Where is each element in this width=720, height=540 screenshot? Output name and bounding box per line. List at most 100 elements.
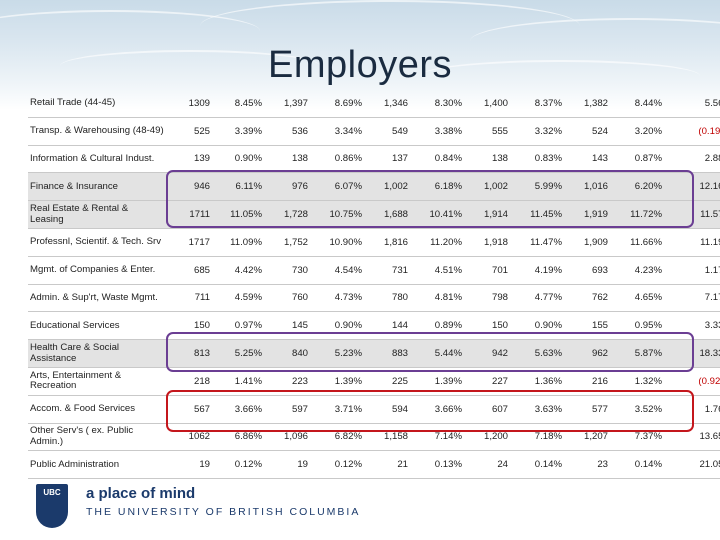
footer: UBC a place of mind THE UNIVERSITY OF BR… <box>28 482 690 540</box>
table-cell: 10.41% <box>412 200 466 229</box>
table-cell: 1,207 <box>566 423 612 452</box>
table-cell: 1.39% <box>412 367 466 396</box>
table-cell: 5.99% <box>512 172 566 202</box>
table-cell: 3.66% <box>214 395 266 424</box>
table-cell: 6.18% <box>412 172 466 202</box>
table-cell: 6.20% <box>612 172 666 202</box>
water-ripple <box>470 18 720 64</box>
table-cell: 976 <box>266 172 312 202</box>
row-label: Accom. & Food Services <box>28 395 168 424</box>
table-cell: 3.71% <box>312 395 366 424</box>
table-cell: 7.17% <box>666 284 720 313</box>
table-cell: 946 <box>168 172 214 202</box>
table-cell: 1711 <box>168 200 214 229</box>
table-cell: 813 <box>168 339 214 368</box>
table-cell: 1,816 <box>366 228 412 257</box>
tagline: a place of mind <box>86 485 196 502</box>
water-ripple <box>60 50 320 82</box>
table-cell: 4.42% <box>214 256 266 285</box>
table-row: Retail Trade (44-45) 1309 8.45% 1,397 8.69% 1… <box>28 90 720 118</box>
table-cell: 567 <box>168 395 214 424</box>
table-cell: 685 <box>168 256 214 285</box>
ubc-crest-logo: UBC <box>36 484 68 528</box>
table-cell: 1.41% <box>214 367 266 396</box>
table-cell: 730 <box>266 256 312 285</box>
table-cell: 549 <box>366 117 412 146</box>
table-row: Mgmt. of Companies & Enter. 685 4.42% 730 4.… <box>28 256 720 285</box>
table-cell: 1,688 <box>366 200 412 229</box>
table-cell: 8.44% <box>612 90 666 118</box>
table-cell: 1.39% <box>312 367 366 396</box>
table-cell: 555 <box>466 117 512 146</box>
table-cell: 1,914 <box>466 200 512 229</box>
table-row: Admin. & Sup'rt, Waste Mgmt. 711 4.59% 760 4… <box>28 284 720 313</box>
table-cell: 1,397 <box>266 90 312 118</box>
table-cell: 1,382 <box>566 90 612 118</box>
table-cell: 155 <box>566 311 612 341</box>
table-cell: 3.52% <box>612 395 666 424</box>
table-cell: 0.97% <box>214 311 266 341</box>
table-cell: 11.72% <box>612 200 666 229</box>
table-cell: 1,002 <box>366 172 412 202</box>
table-cell: 4.73% <box>312 284 366 313</box>
row-label: Finance & Insurance <box>28 172 168 202</box>
table-cell: 8.69% <box>312 90 366 118</box>
table-row: Health Care & Social Assistance 813 5.25% 8… <box>28 339 720 368</box>
table-cell: 12.16% <box>666 172 720 202</box>
table-cell: 5.87% <box>612 339 666 368</box>
slide-title: Employers <box>268 44 452 86</box>
employers-table: Retail Trade (44-45) 1309 8.45% 1,397 8.69% 1… <box>28 90 720 480</box>
row-label: Real Estate & Rental & Leasing <box>28 200 168 229</box>
table-cell: 693 <box>566 256 612 285</box>
table-cell: 1309 <box>168 90 214 118</box>
table-cell: 4.54% <box>312 256 366 285</box>
table-cell: 145 <box>266 311 312 341</box>
table-cell: 150 <box>466 311 512 341</box>
table-cell: 19 <box>168 450 214 480</box>
table-cell: 762 <box>566 284 612 313</box>
row-label: Mgmt. of Companies & Enter. <box>28 256 168 285</box>
table-cell: 3.38% <box>412 117 466 146</box>
table-cell: 6.11% <box>214 172 266 202</box>
table-cell: 0.89% <box>412 311 466 341</box>
row-label: Admin. & Sup'rt, Waste Mgmt. <box>28 284 168 313</box>
table-cell: 536 <box>266 117 312 146</box>
table-cell: 1,016 <box>566 172 612 202</box>
row-label: Retail Trade (44-45) <box>28 90 168 118</box>
table-row: Transp. & Warehousing (48-49) 525 3.39% 536… <box>28 117 720 146</box>
table-cell: 223 <box>266 367 312 396</box>
table-cell: 5.44% <box>412 339 466 368</box>
table-row: Real Estate & Rental & Leasing 1711 11.05%… <box>28 200 720 229</box>
row-label: Transp. & Warehousing (48-49) <box>28 117 168 146</box>
table-cell: (0.19%) <box>666 117 720 146</box>
table-cell: 1,158 <box>366 423 412 452</box>
table-cell: 0.90% <box>214 145 266 174</box>
table-cell: 4.19% <box>512 256 566 285</box>
table-cell: 0.13% <box>412 450 466 480</box>
table-cell: 1,002 <box>466 172 512 202</box>
table-cell: 138 <box>266 145 312 174</box>
table-cell: (0.92%) <box>666 367 720 396</box>
table-cell: 780 <box>366 284 412 313</box>
table-cell: 10.90% <box>312 228 366 257</box>
table-cell: 19 <box>266 450 312 480</box>
table-cell: 607 <box>466 395 512 424</box>
table-cell: 1,200 <box>466 423 512 452</box>
table-cell: 21 <box>366 450 412 480</box>
table-cell: 525 <box>168 117 214 146</box>
table-cell: 3.32% <box>512 117 566 146</box>
table-cell: 216 <box>566 367 612 396</box>
water-ripple <box>200 0 580 52</box>
table-cell: 3.63% <box>512 395 566 424</box>
table-row: Arts, Entertainment & Recreation 218 1.41%… <box>28 367 720 396</box>
table-cell: 24 <box>466 450 512 480</box>
table-cell: 4.81% <box>412 284 466 313</box>
table-cell: 11.47% <box>512 228 566 257</box>
table-cell: 597 <box>266 395 312 424</box>
water-ripple <box>420 60 700 92</box>
table-cell: 5.63% <box>512 339 566 368</box>
table-cell: 711 <box>168 284 214 313</box>
table-cell: 5.23% <box>312 339 366 368</box>
table-cell: 962 <box>566 339 612 368</box>
table-cell: 0.12% <box>312 450 366 480</box>
